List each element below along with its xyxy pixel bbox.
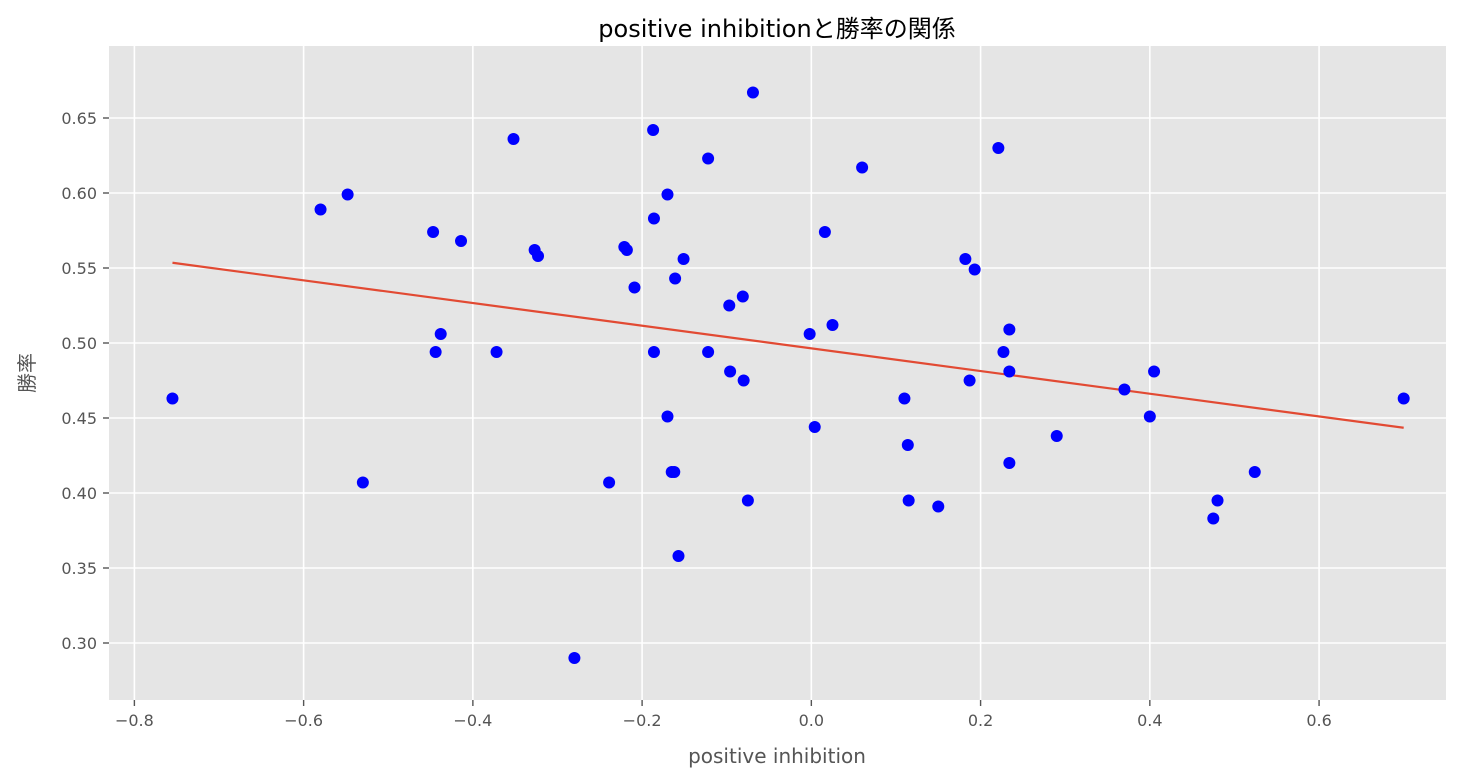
data-point [1143, 410, 1156, 423]
data-point [803, 328, 816, 340]
plot-background [109, 46, 1446, 700]
data-point [968, 263, 981, 276]
x-tick-label: 0.0 [799, 711, 824, 730]
data-point [723, 299, 736, 312]
data-point [490, 346, 503, 358]
data-point [568, 652, 581, 664]
chart-title: positive inhibitionと勝率の関係 [598, 15, 955, 43]
x-tick-label: −0.6 [284, 711, 323, 730]
x-axis-ticks: −0.8 −0.6 −0.4 −0.2 0.0 0.2 0.4 0.6 [115, 700, 1332, 730]
data-point [736, 290, 749, 303]
data-point [902, 494, 915, 507]
data-point [661, 410, 674, 423]
x-tick-label: 0.2 [968, 711, 993, 730]
x-axis-label: positive inhibition [688, 744, 866, 768]
data-point [746, 86, 759, 99]
y-axis-ticks: 0.30 0.35 0.40 0.45 0.50 0.55 0.60 0.65 [61, 109, 109, 653]
data-point [677, 253, 690, 265]
data-point [1003, 365, 1016, 378]
data-point [901, 439, 914, 451]
data-point [932, 500, 945, 513]
data-point [314, 203, 327, 216]
data-point [166, 392, 179, 405]
data-point [737, 374, 750, 387]
data-point [808, 421, 821, 433]
y-tick-label: 0.30 [61, 634, 97, 653]
data-point [898, 392, 911, 405]
data-point [647, 346, 660, 358]
data-point [1118, 383, 1131, 396]
data-point [963, 374, 976, 387]
x-tick-label: 0.6 [1306, 711, 1331, 730]
data-point [702, 346, 715, 358]
y-tick-label: 0.55 [61, 259, 97, 278]
y-tick-label: 0.65 [61, 109, 97, 128]
data-point [341, 188, 354, 201]
data-point [1050, 430, 1063, 442]
x-tick-label: −0.2 [623, 711, 662, 730]
data-point [507, 133, 520, 145]
data-point [741, 494, 754, 507]
y-tick-label: 0.50 [61, 334, 97, 353]
y-tick-label: 0.60 [61, 184, 97, 203]
data-point [668, 466, 681, 478]
data-point [702, 152, 715, 165]
x-tick-label: −0.4 [453, 711, 492, 730]
data-point [647, 124, 660, 136]
data-point [992, 142, 1005, 154]
data-point [818, 226, 831, 238]
y-tick-label: 0.40 [61, 484, 97, 503]
data-points [166, 86, 1410, 664]
y-tick-label: 0.45 [61, 409, 97, 428]
data-point [434, 328, 447, 340]
data-point [997, 346, 1010, 358]
data-point [620, 244, 633, 256]
data-point [724, 365, 737, 378]
data-point [532, 250, 545, 262]
data-point [603, 476, 616, 489]
data-point [856, 161, 869, 174]
data-point [672, 550, 685, 562]
data-point [1211, 494, 1224, 507]
data-point [1003, 457, 1016, 469]
data-point [429, 346, 442, 358]
data-point [628, 281, 641, 294]
y-axis-label: 勝率 [15, 353, 39, 393]
data-point [647, 212, 660, 225]
data-point [1248, 466, 1261, 478]
data-point [669, 272, 682, 285]
data-point [1397, 392, 1410, 405]
x-tick-label: −0.8 [115, 711, 154, 730]
data-point [1003, 323, 1016, 336]
regression-line [172, 261, 1404, 429]
data-point [959, 253, 972, 265]
data-point [1207, 512, 1220, 525]
data-point [455, 235, 468, 247]
regression-line-group [172, 261, 1404, 429]
data-point [356, 476, 369, 489]
x-tick-label: 0.4 [1137, 711, 1162, 730]
data-point [826, 319, 839, 331]
data-point [661, 188, 674, 201]
data-point [1148, 365, 1161, 378]
y-tick-label: 0.35 [61, 559, 97, 578]
data-point [427, 226, 440, 238]
